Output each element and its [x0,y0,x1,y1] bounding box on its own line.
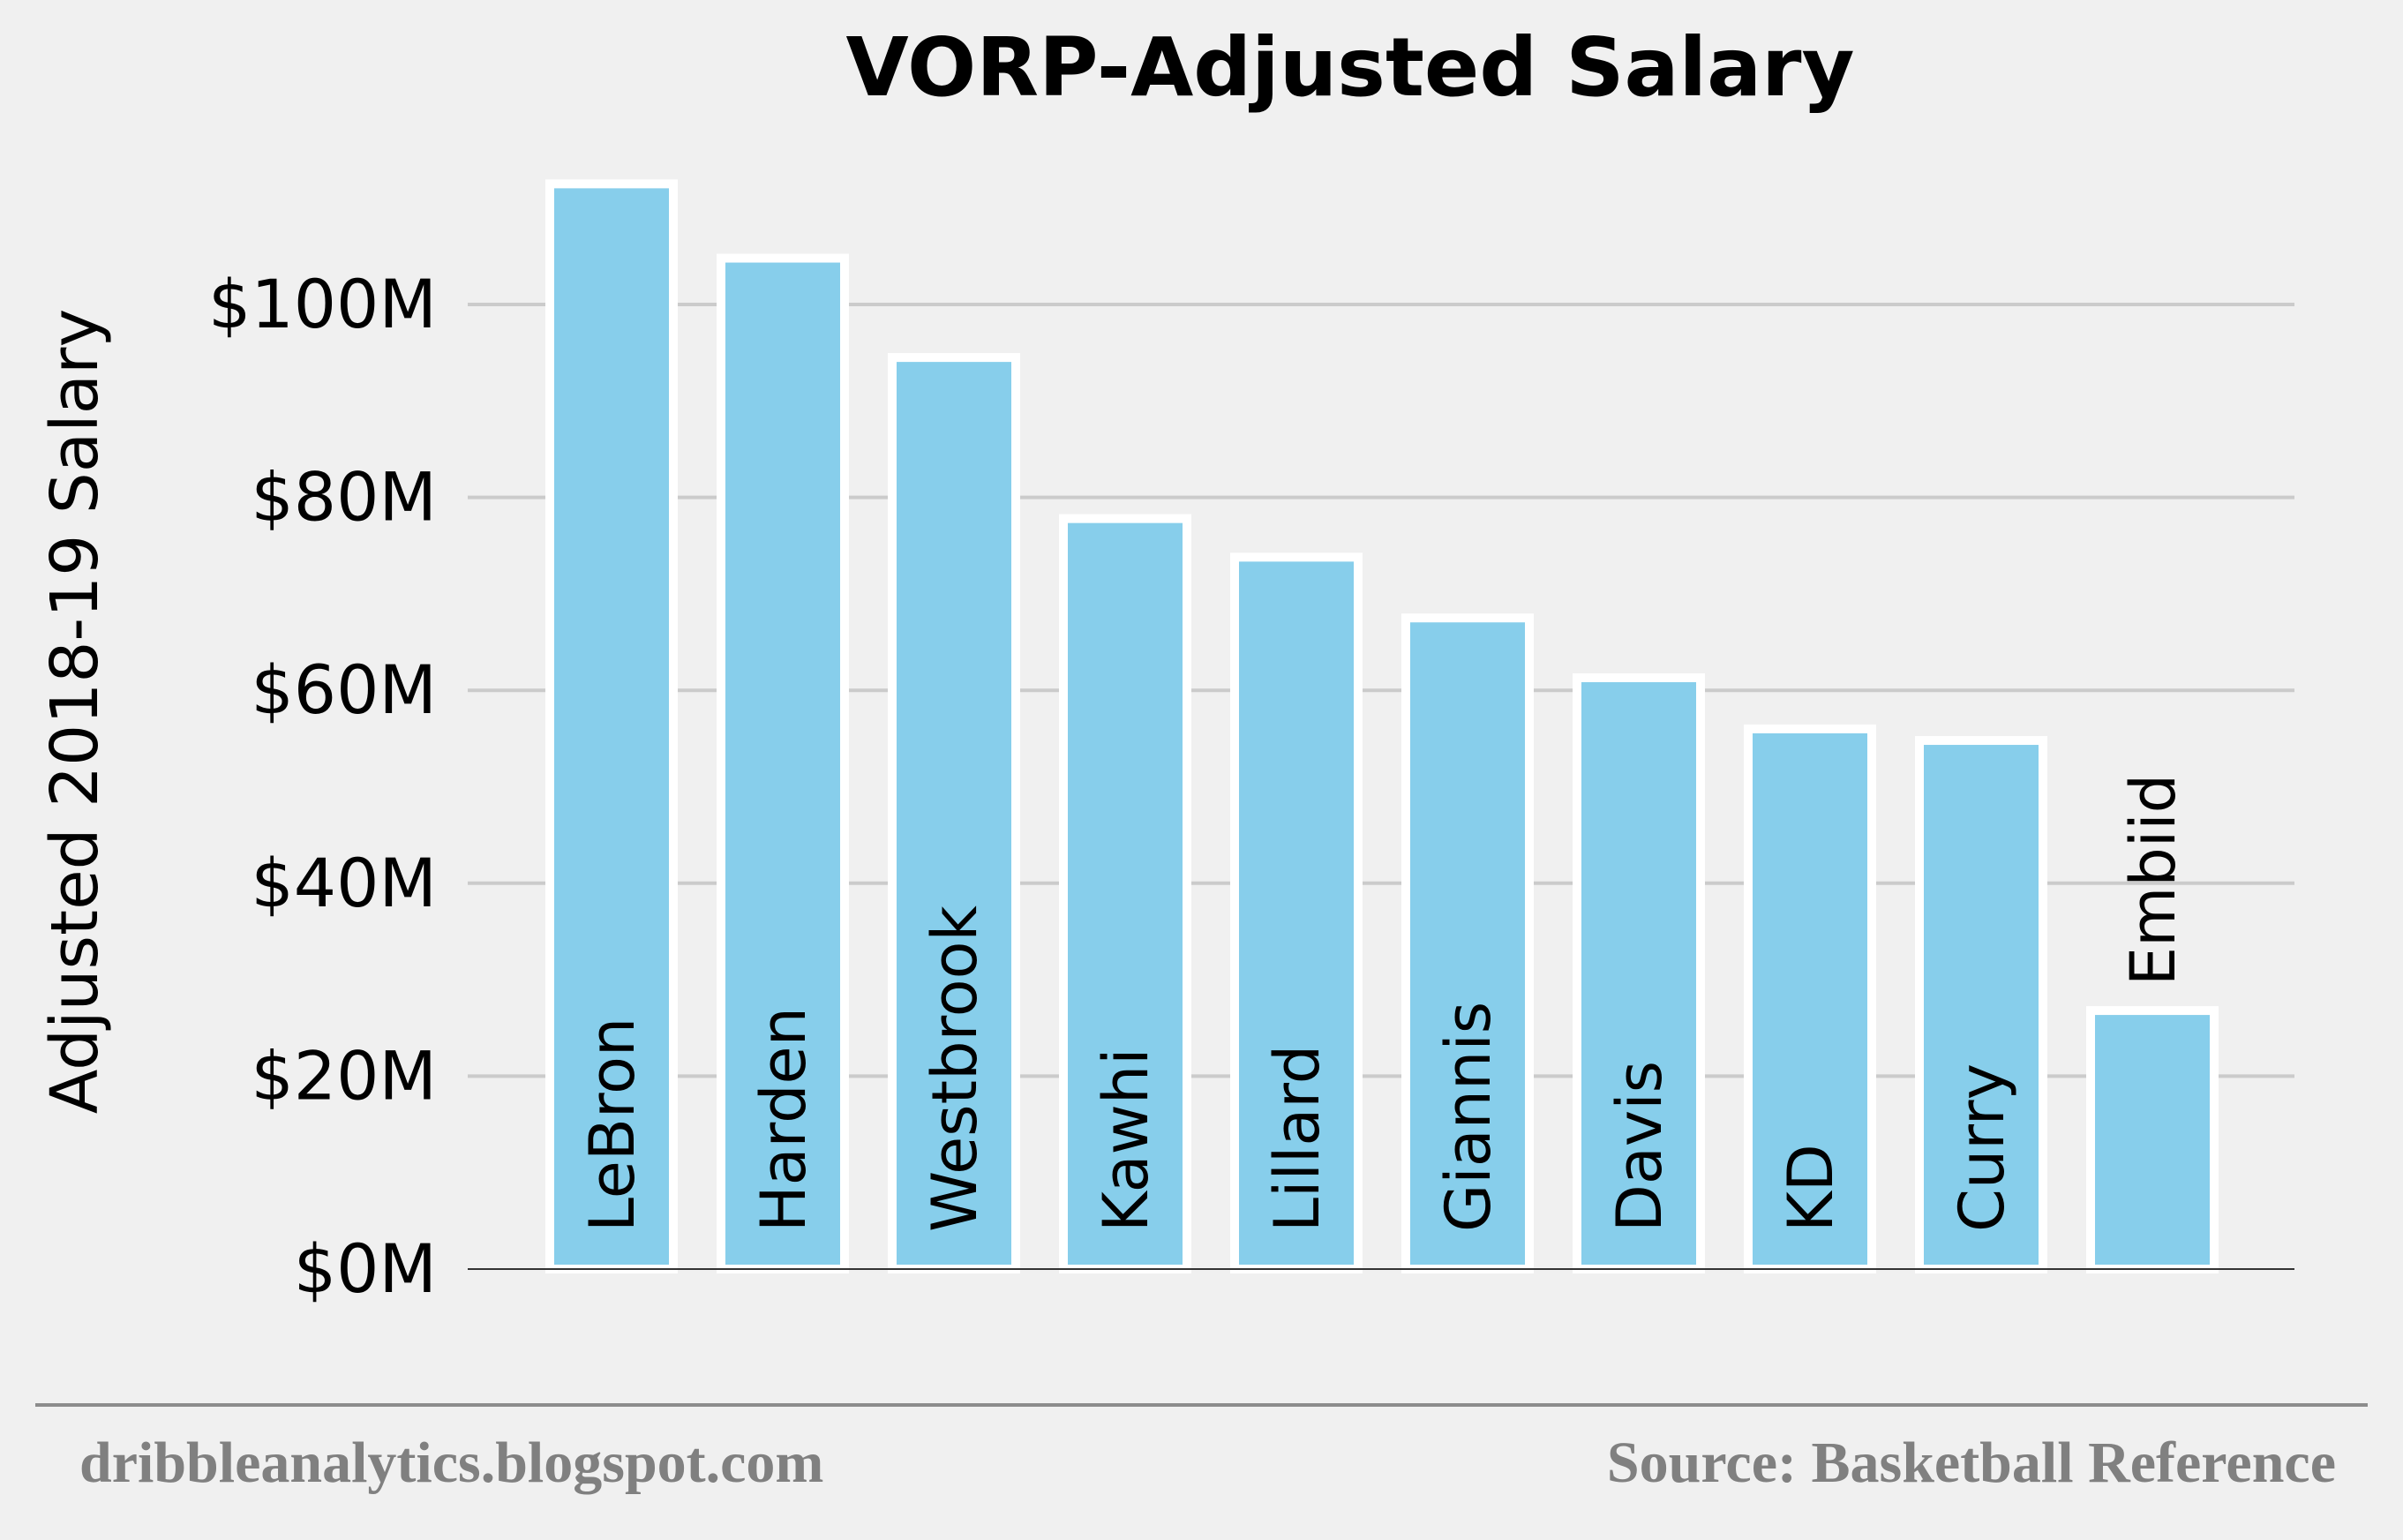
y-tick-label: $60M [251,650,437,729]
bar-kd [1744,724,1876,1273]
bar-curry [1915,736,2047,1273]
bar-embiid [2086,1006,2219,1274]
y-tick-label: $80M [251,458,437,537]
y-tick-label: $100M [208,265,437,343]
bar-giannis [1401,613,1534,1273]
bar-davis [1573,672,1705,1273]
bar-label: Westbrook [919,905,991,1232]
bar-label: Lillard [1261,1045,1333,1232]
y-tick-label: $40M [251,844,437,922]
bar-label: LeBron [576,1018,649,1232]
bar-lebron [545,179,678,1273]
bar-label: Embiid [2117,774,2189,986]
footer-website: dribbleanalytics.blogspot.com [79,1431,824,1495]
bar-label: KD [1775,1144,1847,1232]
bar-label: Kawhi [1090,1048,1162,1232]
y-tick-label: $20M [251,1036,437,1115]
bar-westbrook [888,353,1020,1273]
bar-label: Harden [747,1007,820,1232]
footer-source: Source: Basketball Reference [1606,1431,2336,1495]
footer-divider [35,1403,2368,1407]
bar-label: Davis [1603,1061,1676,1232]
y-tick-labels: $0M $20M $40M $60M $80M $100M [208,265,437,1308]
bar-lillard [1230,552,1363,1273]
bar-label: Giannis [1432,1002,1505,1232]
y-tick-label: $0M [294,1229,437,1308]
bar-kawhi [1059,514,1191,1273]
y-axis-label: Adjusted 2018-19 Salary [37,309,113,1115]
chart-title: VORP-Adjusted Salary [845,20,1854,115]
bar-label: Curry [1946,1063,2018,1232]
bar-labels: LeBron Harden Westbrook Kawhi Lillard Giannis… [576,774,2189,1232]
bars [545,179,2219,1274]
